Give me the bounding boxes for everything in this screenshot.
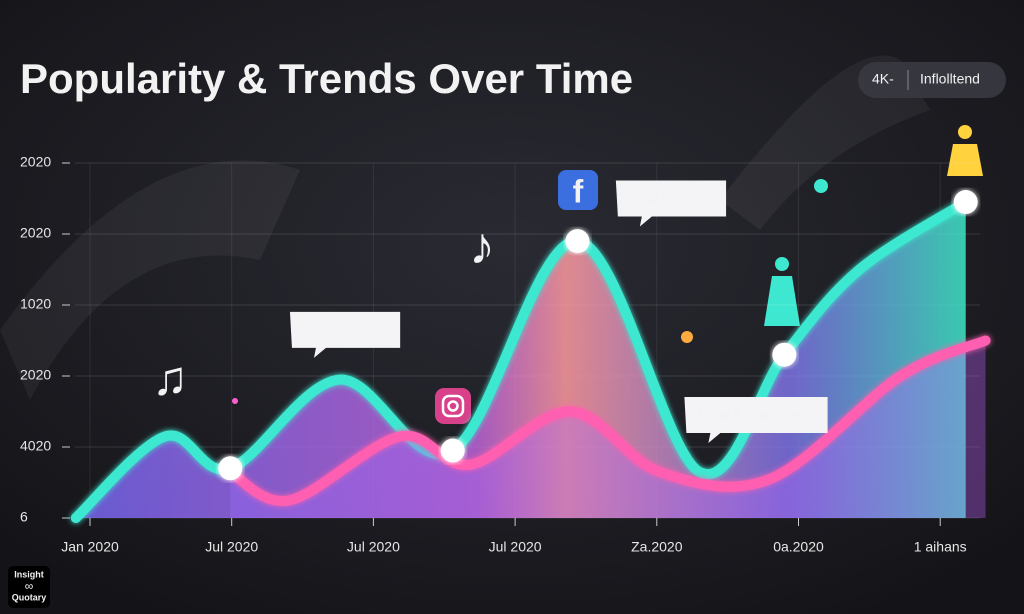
x-tick-label: 0a.2020 — [773, 539, 824, 555]
y-tick-label: 6 — [20, 509, 28, 525]
icons: ♫ ♪ f — [152, 125, 983, 424]
x-tick-label: Jul 2020 — [205, 539, 258, 555]
person-icon — [775, 257, 789, 271]
light-streak — [0, 160, 300, 400]
x-tick-label: Jul 2020 — [489, 539, 542, 555]
dot — [814, 179, 828, 193]
badge-label: 4K- — [872, 71, 894, 87]
logo-text: Insight — [14, 569, 44, 579]
music-icon: ♫ — [152, 353, 188, 406]
y-tick-label: 4020 — [20, 438, 51, 454]
point-marker — [953, 190, 978, 215]
music-icon: ♪ — [469, 218, 495, 276]
area — [230, 340, 986, 518]
badge — [858, 62, 1006, 98]
annotation-bubble — [684, 397, 828, 444]
light-streak — [720, 55, 930, 230]
person-icon — [958, 125, 972, 139]
line — [70, 197, 971, 523]
y-tick-label: 2020 — [20, 154, 51, 170]
facebook-icon: f — [573, 173, 584, 209]
annotation-bubble — [615, 180, 727, 227]
x-tick-label: Za.2020 — [631, 539, 683, 555]
chart-title: Popularity & Trends Over Time — [20, 55, 633, 102]
logo — [8, 566, 50, 608]
annotation-bubble — [289, 311, 401, 358]
person-icon — [764, 276, 800, 326]
point-marker — [772, 342, 797, 367]
y-tick-label: 1020 — [20, 296, 51, 312]
dot — [232, 398, 238, 404]
person-icon — [947, 144, 983, 176]
dot — [681, 331, 693, 343]
point-marker — [218, 456, 243, 481]
y-tick-label: 2020 — [20, 367, 51, 383]
annotation-text: Peak Engagament — [698, 406, 813, 422]
y-tick-label: 2020 — [20, 225, 51, 241]
annotation-text: Viral Moment — [630, 189, 712, 205]
logo-text: Quotary — [12, 592, 47, 602]
point-marker — [565, 229, 590, 254]
logo-icon: ∞ — [25, 579, 34, 593]
instagram-icon — [447, 400, 459, 412]
annotation-text: Viral Moment — [304, 321, 386, 337]
x-tick-label: 1 aihans — [914, 539, 967, 555]
x-tick-label: Jul 2020 — [347, 539, 400, 555]
plot: 2020 2020 1020 2020 4020 6 Jan 2020 Jul 2020 Jul… — [20, 154, 991, 555]
facebook-icon — [558, 170, 598, 210]
line — [225, 335, 991, 506]
badge-label: Inflolltend — [920, 71, 980, 87]
x-tick-label: Jan 2020 — [61, 539, 119, 555]
point-marker — [440, 438, 465, 463]
instagram-icon — [441, 394, 465, 418]
instagram-icon — [435, 388, 471, 424]
